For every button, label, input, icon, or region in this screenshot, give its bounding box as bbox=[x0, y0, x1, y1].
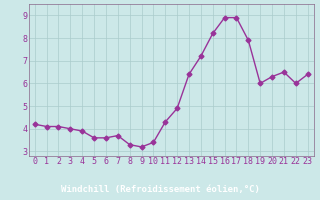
Text: Windchill (Refroidissement éolien,°C): Windchill (Refroidissement éolien,°C) bbox=[60, 185, 260, 194]
